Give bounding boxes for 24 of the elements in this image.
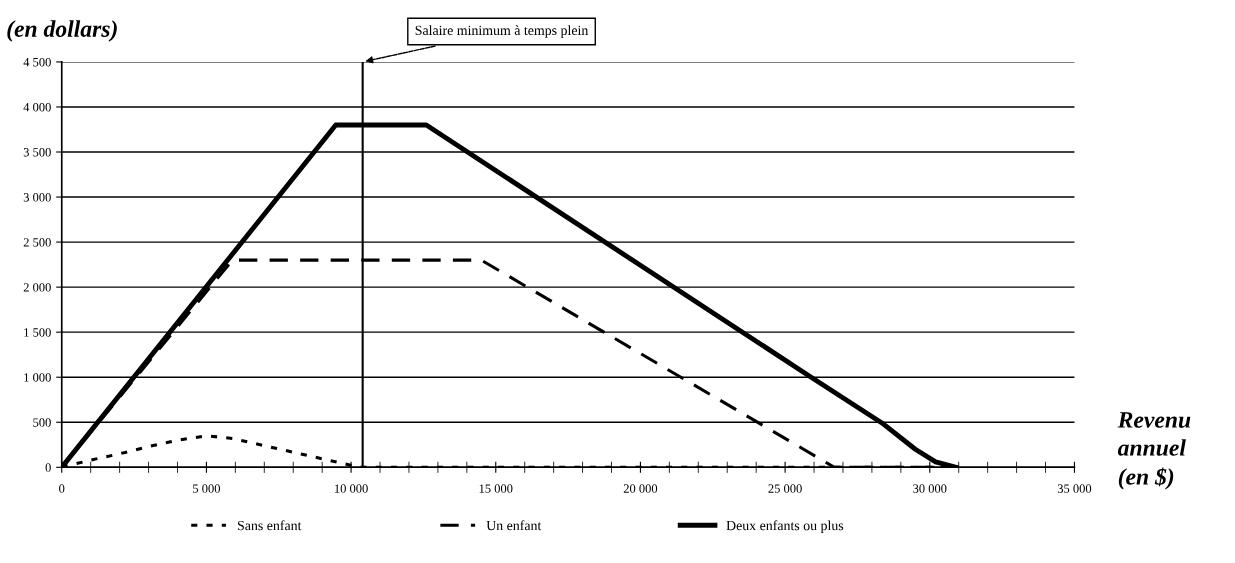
y-tick-label: 1 500: [24, 328, 51, 337]
y-axis-title: (en dollars): [7, 20, 117, 42]
y-tick-label: 3 500: [23, 148, 51, 157]
x-tick-label: 10 000: [335, 484, 368, 493]
y-tick-label: 4 000: [23, 102, 51, 112]
x-tick-label: 25 000: [768, 484, 802, 493]
y-tick-label: 2 500: [23, 238, 51, 247]
x-tick-label: 30 000: [913, 484, 947, 493]
ref-line-label: Salaire minimum à temps plein: [415, 25, 589, 38]
legend-label: Sans enfant: [237, 520, 302, 531]
y-tick-label: 1 000: [24, 373, 51, 382]
y-tick-label: 500: [33, 418, 51, 427]
x-axis-title: Revenu annuel (en $): [1117, 412, 1191, 490]
x-tick-label: 20 000: [623, 484, 658, 493]
legend-label: Un enfant: [486, 520, 542, 531]
y-tick-label: 4 500: [23, 57, 51, 67]
legend-label: Deux enfants ou plus: [726, 520, 844, 534]
y-tick-label: 2 000: [23, 283, 51, 292]
x-tick-label: 0: [59, 484, 65, 493]
y-tick-label: 3 000: [23, 193, 51, 202]
x-tick-label: 5 000: [193, 484, 221, 493]
x-tick-label: 15 000: [479, 484, 513, 493]
y-tick-label: 0: [45, 463, 51, 472]
x-tick-label: 35 000: [1057, 484, 1092, 493]
